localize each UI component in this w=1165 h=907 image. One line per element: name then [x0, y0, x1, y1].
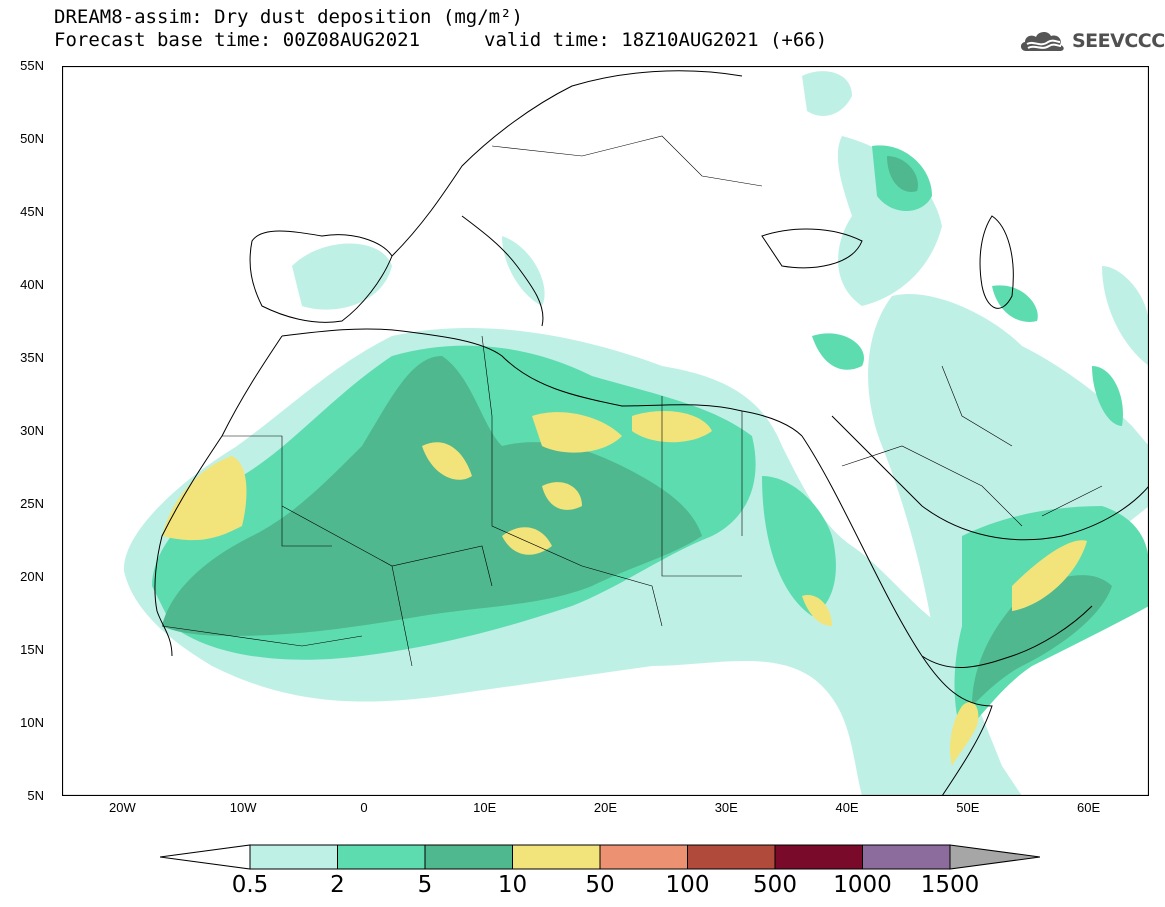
- legend-low-arrow: [160, 844, 251, 870]
- lat-tick-label: 55N: [20, 58, 44, 73]
- lon-tick-label: 20E: [593, 800, 618, 815]
- lat-tick-label: 45N: [20, 204, 44, 219]
- valid-time: valid time: 18Z10AUG2021 (+66): [484, 29, 828, 51]
- lat-tick-label: 5N: [27, 788, 44, 803]
- lat-tick-label: 20N: [20, 569, 44, 584]
- legend-high-arrow: [949, 844, 1040, 870]
- lon-tick-label: 30E: [714, 800, 738, 815]
- forecast-base-time: Forecast base time: 00Z08AUG2021: [54, 29, 421, 51]
- lon-tick-label: 0: [360, 800, 368, 815]
- map-border: [62, 66, 1149, 796]
- legend-label: 2: [330, 872, 345, 898]
- lat-tick-label: 15N: [20, 642, 44, 657]
- map-title: DREAM8-assim: Dry dust deposition (mg/m²…: [54, 6, 523, 28]
- lon-tick-label: 40E: [835, 800, 859, 815]
- legend-swatch: [249, 844, 338, 870]
- lon-tick-label: 10E: [473, 800, 497, 815]
- legend-label: 5: [417, 872, 433, 898]
- lat-tick-label: 30N: [20, 423, 44, 438]
- color-legend: [160, 844, 1040, 870]
- legend-swatch: [687, 844, 776, 870]
- legend-label: 50: [585, 872, 615, 898]
- legend-swatch: [862, 844, 951, 870]
- legend-label: 100: [665, 872, 710, 898]
- lat-tick-label: 25N: [20, 496, 44, 511]
- legend-label: 1000: [833, 872, 892, 898]
- dust-deposition-field: [123, 71, 1149, 796]
- lon-tick-label: 60E: [1077, 800, 1101, 815]
- legend-label: 0.5: [231, 872, 269, 898]
- country-borders: [161, 135, 1103, 667]
- lat-tick-label: 50N: [20, 131, 44, 146]
- legend-swatch: [424, 844, 513, 870]
- lon-tick-label: 20W: [109, 800, 136, 815]
- dust-map: [62, 66, 1149, 796]
- legend-label: 10: [497, 872, 528, 898]
- legend-swatch: [512, 844, 601, 870]
- lat-tick-label: 40N: [20, 277, 44, 292]
- seevccc-logo: SEEVCCC: [1018, 26, 1165, 56]
- cloud-logo-icon: [1020, 31, 1064, 51]
- lon-tick-label: 50E: [956, 800, 980, 815]
- legend-label: 1500: [920, 872, 980, 898]
- logo-text: SEEVCCC: [1072, 30, 1165, 52]
- lon-tick-label: 10W: [229, 800, 257, 815]
- lat-tick-label: 35N: [20, 350, 44, 365]
- legend-swatch: [337, 844, 426, 870]
- lat-tick-label: 10N: [20, 715, 44, 730]
- legend-swatch: [599, 844, 688, 870]
- legend-label: 500: [753, 872, 797, 898]
- legend-swatch: [774, 844, 863, 870]
